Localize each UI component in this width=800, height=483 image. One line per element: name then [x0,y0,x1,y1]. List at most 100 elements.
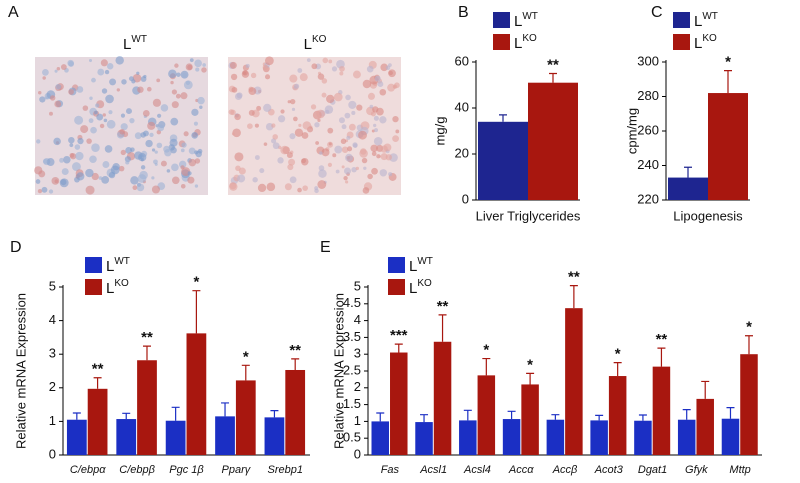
cell-dot [76,86,84,93]
significance: * [615,346,621,363]
y-tick-label: 3 [354,346,361,361]
cell-dot [157,124,165,132]
cell-dot [101,88,108,94]
cell-dot [131,79,136,84]
cell-dot [182,72,187,78]
cell-dot [175,93,181,99]
cell-dot [272,142,280,150]
cell-dot [68,89,74,95]
cell-dot [171,176,180,185]
cell-dot [35,179,41,184]
cell-dot [75,151,84,161]
cell-dot [94,110,98,115]
cell-dot [38,170,46,178]
bar [677,419,696,455]
cell-dot [331,66,338,72]
cell-dot [376,107,384,116]
cell-dot [137,86,144,93]
cell-dot [102,113,106,117]
cell-dot [373,136,383,146]
cell-dot [194,184,199,188]
cell-dot [254,123,259,128]
cell-dot [355,166,360,171]
panel-label: B [458,4,469,21]
cell-dot [191,108,199,116]
cell-dot [326,94,335,104]
cell-dot [371,167,378,175]
significance: ** [141,329,153,346]
cell-dot [129,118,135,124]
y-tick-label: 3 [49,346,56,361]
cell-dot [228,109,235,115]
cell-dot [171,163,179,172]
y-tick-label: 240 [637,157,659,172]
cell-dot [374,75,381,82]
x-tick-label: Pparγ [222,464,252,476]
cell-dot [247,123,253,129]
cell-dot [100,59,108,67]
cell-dot [156,142,163,149]
bar [477,375,496,455]
cell-dot [341,165,345,169]
cell-dot [108,110,113,115]
cell-dot [142,110,150,117]
cell-dot [266,182,276,192]
cell-dot [344,112,351,119]
cell-dot [130,147,135,152]
cell-dot [280,145,290,155]
significance: * [193,274,199,291]
error-bar [482,357,491,376]
bar [696,398,714,455]
bar [165,420,186,455]
cell-dot [383,143,392,152]
cell-dot [351,167,357,173]
cell-dot [351,110,356,116]
cell-dot [271,123,276,128]
cell-dot [157,113,162,118]
cell-dot [197,96,205,105]
x-tick-label: Dgat1 [638,464,667,476]
cell-dot [140,132,147,138]
significance: * [746,319,752,336]
error-bar [684,166,692,178]
x-tick-label: C/ebpα [70,464,106,476]
cell-dot [348,123,356,131]
legend-label: LWT [694,11,718,30]
cell-dot [85,185,95,195]
cell-dot [280,109,285,114]
bar [116,419,137,455]
cell-dot [116,88,120,92]
cell-dot [69,143,74,148]
cell-dot [321,92,327,98]
bar [390,352,408,455]
y-tick-label: 300 [637,53,659,68]
bar [87,388,108,455]
cell-dot [380,153,388,161]
cell-dot [333,92,343,102]
cell-dot [69,153,75,158]
cell-dot [55,83,62,90]
cell-dot [169,138,178,147]
cell-dot [119,128,125,135]
legend-label: LWT [409,256,433,275]
cell-dot [231,86,238,93]
cell-dot [314,188,319,194]
cell-dot [379,169,388,177]
cell-dot [301,132,309,139]
cell-dot [88,59,93,63]
y-tick-label: 4.5 [343,295,361,310]
cell-dot [185,63,193,71]
cell-dot [152,98,162,107]
cell-dot [38,91,42,95]
x-tick-label: Accβ [552,464,578,476]
cell-dot [82,105,89,111]
error-bar [420,414,429,423]
cell-dot [160,104,169,112]
error-bar [701,380,710,399]
cell-dot [146,86,152,92]
cell-dot [298,123,302,127]
cell-dot [54,69,58,73]
cell-dot [317,73,325,80]
cell-dot [236,92,243,99]
cell-dot [67,59,74,67]
